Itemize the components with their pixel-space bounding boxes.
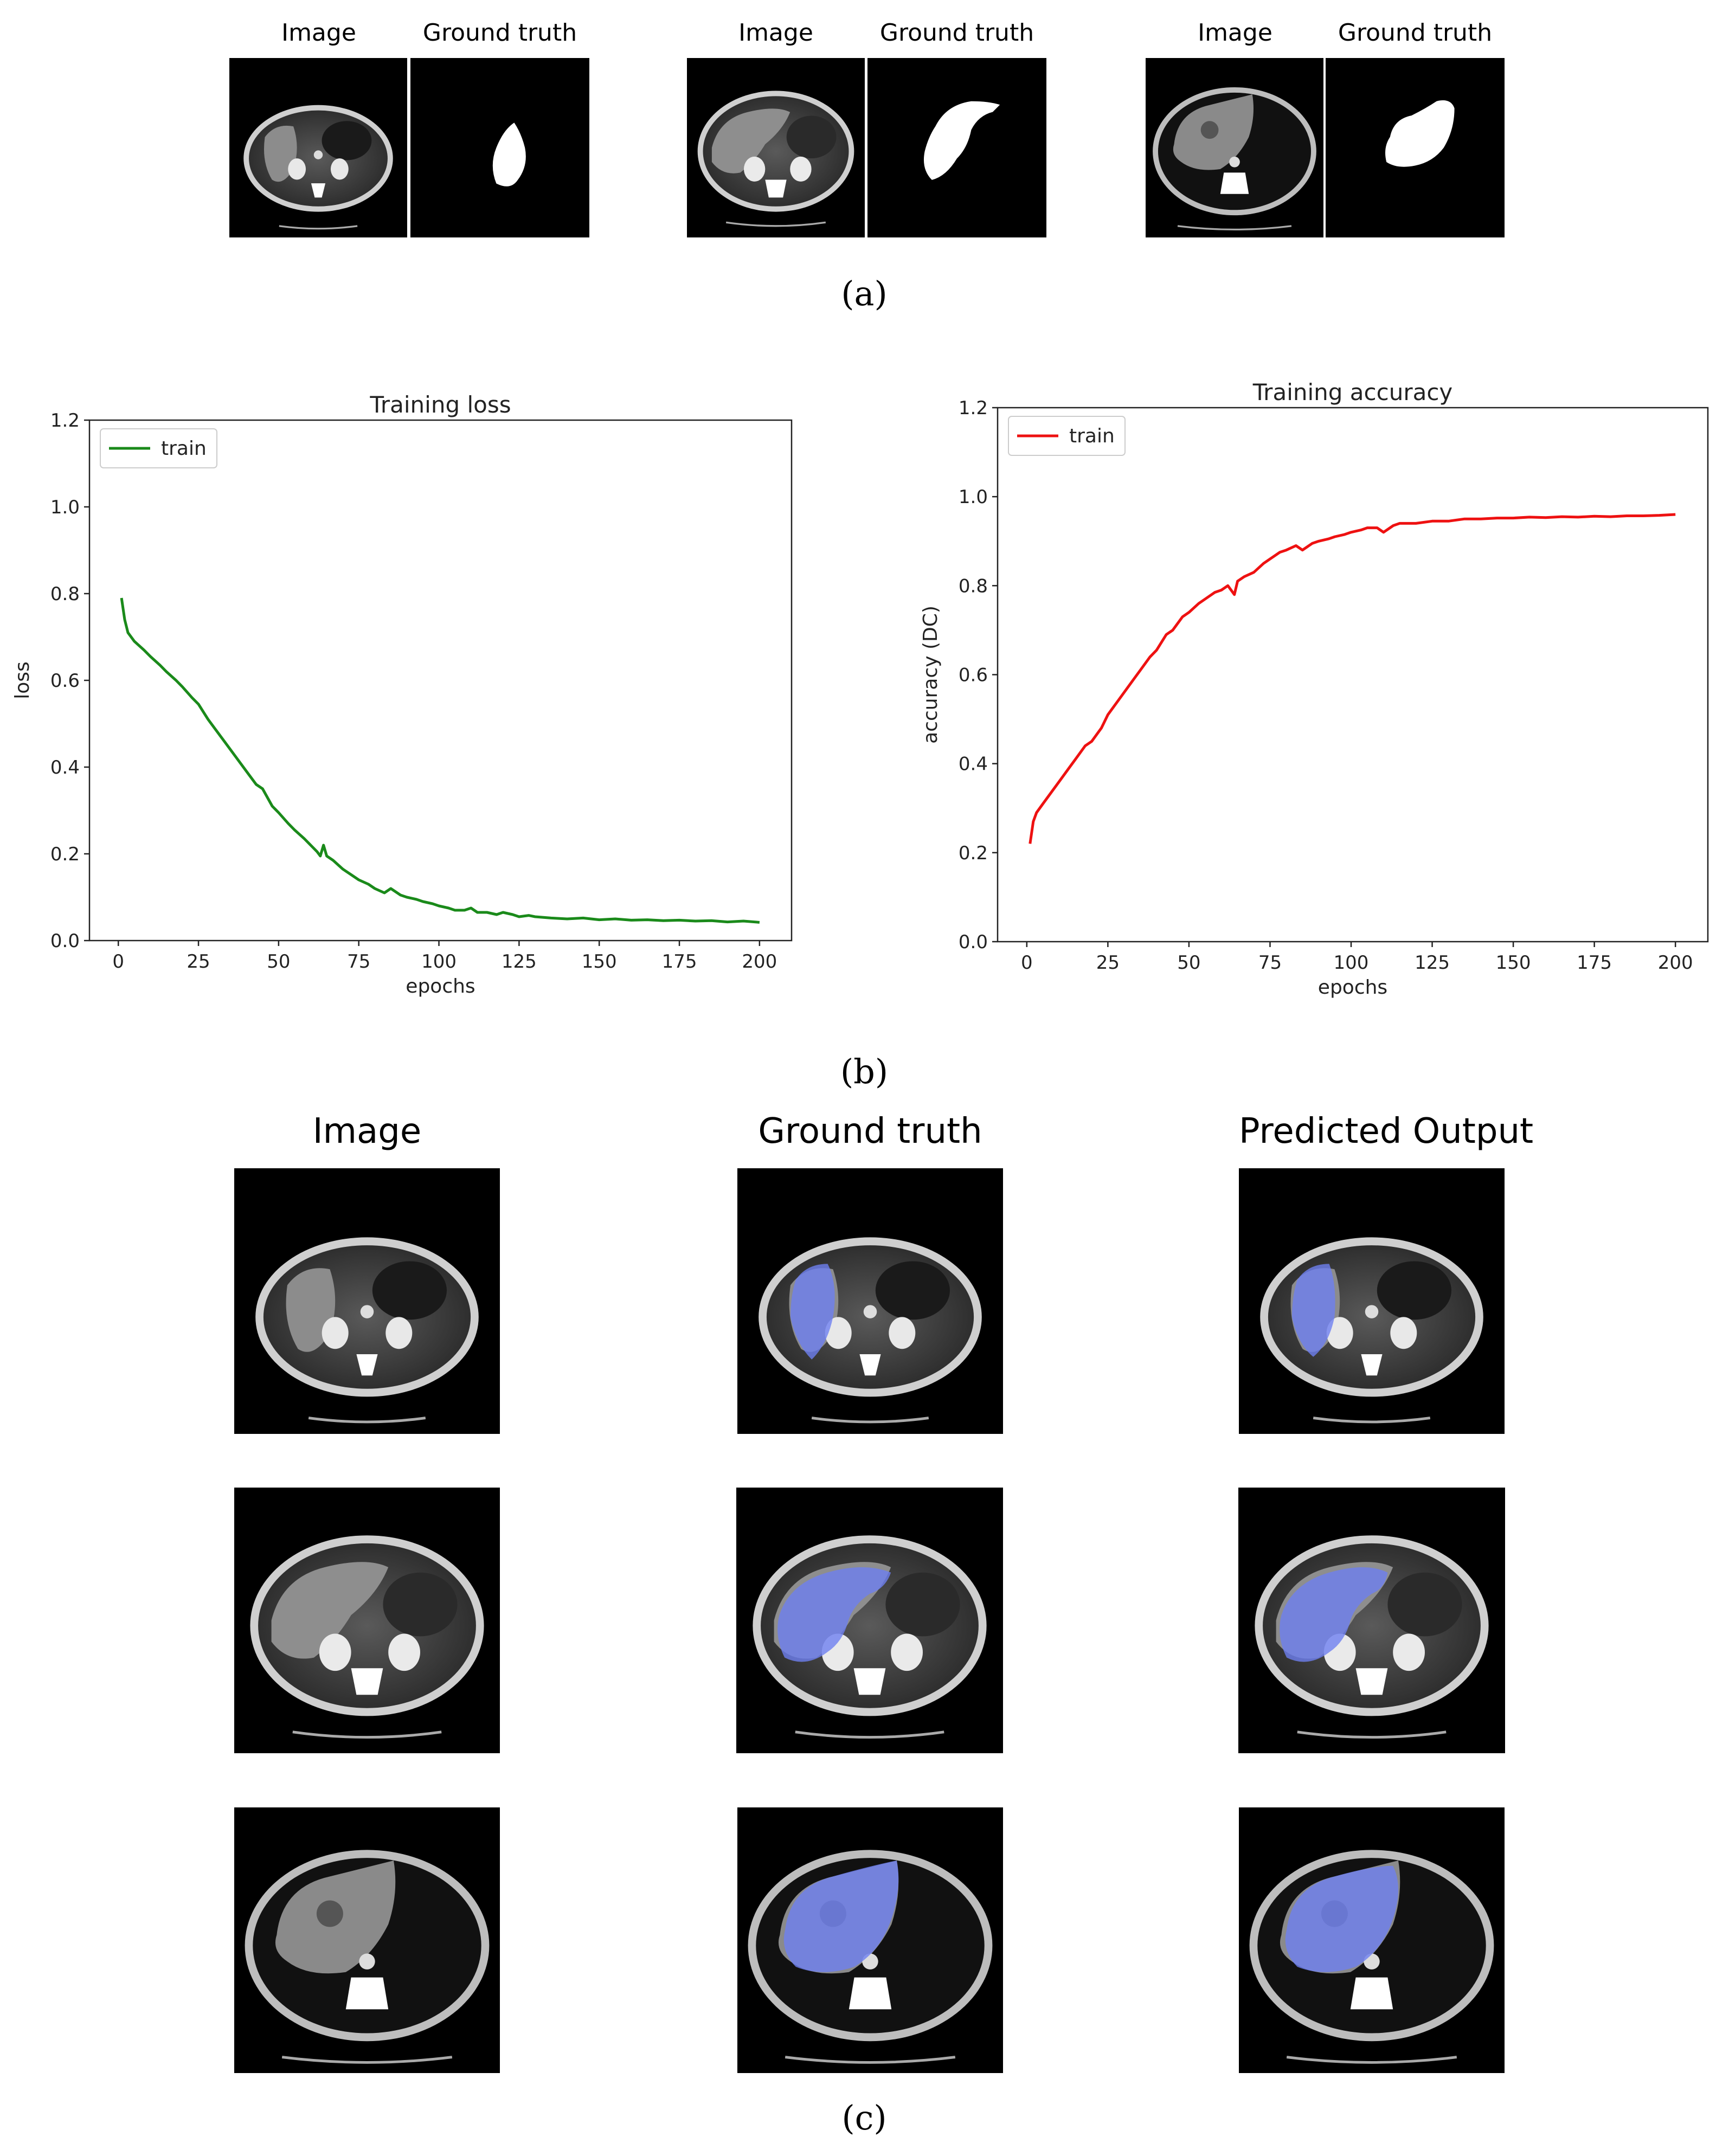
y-tick-label: 0.6 [959, 665, 988, 686]
y-axis-label: loss [11, 661, 34, 699]
panel-a-truth-label-3: Ground truth [1338, 19, 1493, 47]
panel-a-image-label-1: Image [281, 19, 356, 47]
x-tick-label: 75 [1258, 952, 1282, 974]
y-axis-label: accuracy (DC) [920, 606, 942, 744]
x-tick-label: 0 [1021, 952, 1033, 974]
x-tick-label: 75 [347, 951, 370, 973]
chart-title: Training accuracy [1252, 379, 1453, 406]
y-tick-label: 1.2 [50, 410, 80, 432]
panel-c-caption: (c) [841, 2098, 887, 2138]
panel-b-caption: (b) [840, 1052, 889, 1091]
ct-thumbnail [687, 58, 865, 237]
plot-frame [997, 407, 1709, 943]
x-tick-label: 25 [187, 951, 210, 973]
series-line-train [1029, 513, 1676, 844]
mask-thumbnail [867, 58, 1046, 237]
ground-truth-overlay [736, 1488, 1003, 1753]
x-tick-label: 200 [742, 951, 777, 973]
training-accuracy-chart: Training accuracy 0.0 0.2 0.4 0.6 0.8 1.0 1.2 0 2… [920, 379, 1709, 999]
legend-box [100, 428, 217, 468]
panel-a-caption: (a) [841, 274, 888, 313]
panel-a-image-label-3: Image [1198, 19, 1272, 47]
y-tick-label: 0.4 [959, 754, 988, 775]
training-loss-chart: Training loss 0.0 0.2 0.4 0.6 0.8 1.0 1.2 0 25 50 7… [11, 391, 793, 997]
x-tick-label: 50 [1177, 952, 1200, 974]
y-tick-label: 0.2 [50, 844, 80, 865]
y-tick-label: 0.0 [959, 931, 988, 953]
x-tick-label: 100 [1334, 952, 1369, 974]
x-tick-label: 150 [1496, 952, 1531, 974]
x-tick-label: 200 [1658, 952, 1693, 974]
y-tick-label: 1.0 [959, 486, 988, 508]
x-tick-label: 125 [1415, 952, 1450, 974]
ground-truth-overlay [737, 1807, 1003, 2073]
ct-thumbnail [229, 58, 407, 237]
y-tick-label: 0.8 [959, 575, 988, 597]
series-line-train [120, 597, 760, 924]
panel-a-truth-label-2: Ground truth [879, 19, 1034, 47]
panel-a-image-label-2: Image [738, 19, 813, 47]
ct-image [234, 1807, 500, 2073]
y-tick-label: 0.4 [50, 757, 80, 778]
y-tick-label: 0.8 [50, 583, 80, 605]
ct-image [234, 1488, 500, 1753]
x-tick-label: 0 [112, 951, 124, 973]
legend-box [1008, 416, 1126, 456]
y-tick-label: 1.0 [50, 497, 80, 518]
ct-thumbnail [1146, 58, 1323, 237]
predicted-output-overlay [1239, 1168, 1505, 1434]
ground-truth-overlay [737, 1168, 1003, 1434]
x-tick-label: 125 [502, 951, 537, 973]
x-axis-label: epochs [406, 975, 475, 997]
x-tick-label: 150 [582, 951, 617, 973]
chart-title: Training loss [369, 391, 511, 418]
plot-frame [88, 419, 793, 942]
x-tick-label: 25 [1096, 952, 1120, 974]
x-tick-label: 100 [421, 951, 457, 973]
x-tick-label: 50 [267, 951, 290, 973]
mask-thumbnail [1326, 58, 1505, 237]
y-tick-label: 0.6 [50, 670, 80, 692]
x-tick-label: 175 [662, 951, 697, 973]
x-axis-label: epochs [1318, 976, 1387, 999]
column-header-predicted-output: Predicted Output [1239, 1111, 1534, 1151]
mask-thumbnail [410, 58, 589, 237]
panel-a-truth-label-1: Ground truth [422, 19, 577, 47]
ct-image [234, 1168, 500, 1434]
column-header-ground-truth: Ground truth [758, 1111, 982, 1151]
y-tick-label: 0.0 [50, 930, 80, 952]
column-header-image: Image [312, 1111, 422, 1151]
legend-label: train [1069, 425, 1115, 447]
predicted-output-overlay [1239, 1807, 1505, 2073]
y-tick-label: 0.2 [959, 842, 988, 864]
y-tick-label: 1.2 [959, 397, 988, 419]
legend-label: train [161, 437, 207, 460]
x-tick-label: 175 [1577, 952, 1612, 974]
predicted-output-overlay [1238, 1488, 1505, 1753]
